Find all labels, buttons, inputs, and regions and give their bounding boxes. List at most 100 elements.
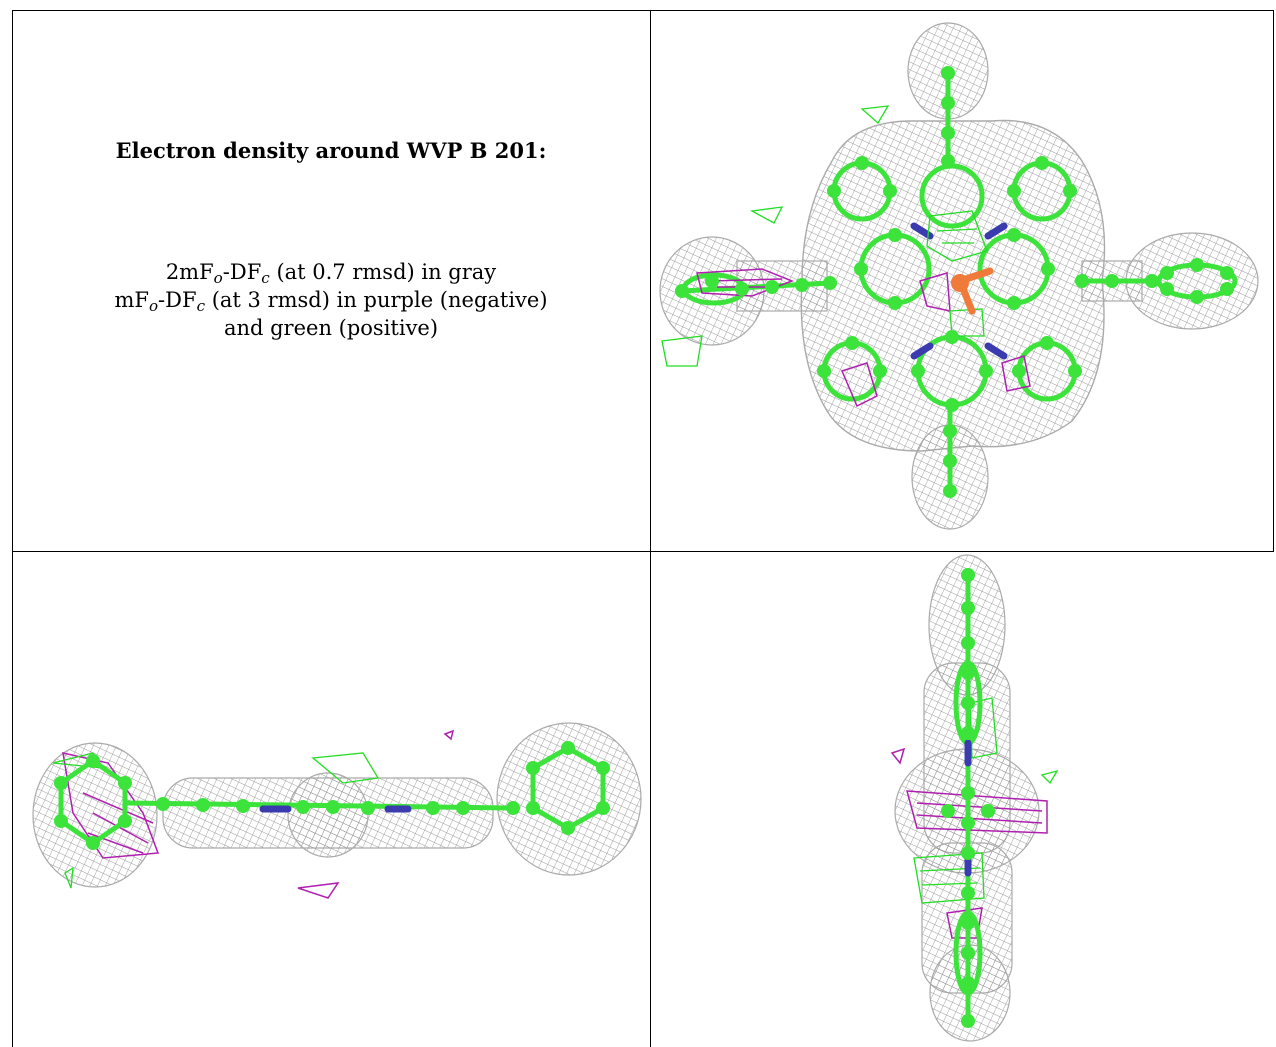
atom-sphere: [961, 726, 975, 740]
molecule-top-view-image: [659, 22, 1259, 530]
molecule-end-view-image: [890, 554, 1059, 1042]
atom-sphere: [236, 799, 250, 813]
table-border-top: [12, 10, 1274, 11]
atom-sphere: [795, 278, 809, 292]
atom-sphere: [596, 801, 610, 815]
figure-title: Electron density around WVP B 201:: [115, 138, 547, 163]
atom-sphere: [961, 816, 975, 830]
atom-sphere: [1220, 266, 1234, 280]
atom-sphere: [941, 96, 955, 110]
atom-sphere: [961, 568, 975, 582]
atom-sphere: [1007, 296, 1021, 310]
atom-sphere: [855, 156, 869, 170]
atom-sphere: [961, 666, 975, 680]
table-border-left: [12, 10, 13, 1047]
atom-sphere: [941, 154, 955, 168]
density-panel-end-view: [652, 553, 1272, 1046]
atom-sphere: [979, 364, 993, 378]
atom-sphere: [506, 801, 520, 815]
atom-sphere: [823, 276, 837, 290]
atom-sphere: [86, 754, 100, 768]
atom-sphere: [941, 804, 955, 818]
legend-line-difference: mFo-DFc (at 3 rmsd) in purple (negative): [114, 288, 548, 316]
atom-sphere: [981, 804, 995, 818]
atom-sphere: [945, 330, 959, 344]
atom-sphere: [943, 484, 957, 498]
nitrogen-bonds: [910, 222, 1008, 360]
atom-sphere: [911, 364, 925, 378]
density-panel-side-view: [13, 553, 649, 1046]
atom-sphere: [1041, 262, 1055, 276]
density-panel-top-view: [652, 11, 1272, 550]
atom-sphere: [845, 336, 859, 350]
atom-sphere: [156, 797, 170, 811]
molecule-side-view-image: [32, 722, 642, 899]
atom-sphere: [873, 364, 887, 378]
atom-sphere: [1035, 156, 1049, 170]
atom-sphere: [961, 846, 975, 860]
atom-sphere: [361, 801, 375, 815]
difference-density-positive: [661, 105, 988, 367]
atom-sphere: [705, 274, 719, 288]
atom-sphere: [1160, 282, 1174, 296]
atom-sphere: [941, 126, 955, 140]
atom-sphere: [1063, 184, 1077, 198]
atom-sphere: [945, 398, 959, 412]
atom-sphere: [1012, 364, 1026, 378]
atom-sphere: [888, 296, 902, 310]
atom-sphere: [817, 364, 831, 378]
atom-sphere: [827, 184, 841, 198]
atom-sphere: [426, 801, 440, 815]
atom-sphere: [883, 184, 897, 198]
atom-sphere: [961, 886, 975, 900]
atom-sphere: [961, 1014, 975, 1028]
table-divider-vertical: [650, 10, 651, 1047]
legend-line-colors: and green (positive): [223, 316, 439, 340]
caption-cell: Electron density around WVP B 201: 2mFo-…: [12, 10, 650, 551]
atom-sphere: [1145, 274, 1159, 288]
atom-sphere: [961, 636, 975, 650]
atom-sphere: [86, 836, 100, 850]
atom-sphere: [735, 282, 749, 296]
atom-sphere: [1068, 364, 1082, 378]
atom-sphere: [526, 801, 540, 815]
atom-sphere: [1007, 184, 1021, 198]
figure-legend: 2mFo-DFc (at 0.7 rmsd) in gray mFo-DFc (…: [12, 258, 650, 342]
atom-sphere: [888, 228, 902, 242]
atom-sphere: [561, 821, 575, 835]
atom-sphere: [596, 761, 610, 775]
atom-sphere: [943, 424, 957, 438]
atom-sphere: [561, 741, 575, 755]
atom-sphere: [961, 946, 975, 960]
atom-sphere: [1040, 336, 1054, 350]
atom-sphere: [943, 454, 957, 468]
atom-sphere: [1160, 266, 1174, 280]
atom-sphere: [961, 786, 975, 800]
atom-sphere: [961, 601, 975, 615]
atom-sphere: [1190, 258, 1204, 272]
atom-sphere: [675, 284, 689, 298]
atom-sphere: [961, 916, 975, 930]
atom-sphere: [456, 801, 470, 815]
atom-sphere: [54, 814, 68, 828]
atom-sphere: [961, 696, 975, 710]
atom-sphere: [1190, 290, 1204, 304]
atom-sphere: [941, 66, 955, 80]
atom-spheres: [941, 568, 995, 1028]
atom-sphere: [196, 798, 210, 812]
atom-spheres: [54, 741, 610, 850]
atom-sphere: [1007, 228, 1021, 242]
atom-sphere: [54, 776, 68, 790]
atom-sphere: [118, 814, 132, 828]
legend-line-gray: 2mFo-DFc (at 0.7 rmsd) in gray: [165, 260, 497, 288]
atom-sphere: [118, 776, 132, 790]
figure-table: Electron density around WVP B 201: 2mFo-…: [12, 10, 1274, 1047]
atom-sphere: [526, 761, 540, 775]
table-border-right: [1273, 10, 1274, 552]
atom-sphere: [1105, 274, 1119, 288]
metal-center: [951, 267, 994, 315]
atom-sphere: [961, 976, 975, 990]
difference-density-negative: [62, 729, 455, 899]
table-divider-horizontal: [12, 551, 1274, 552]
atom-sphere: [296, 800, 310, 814]
